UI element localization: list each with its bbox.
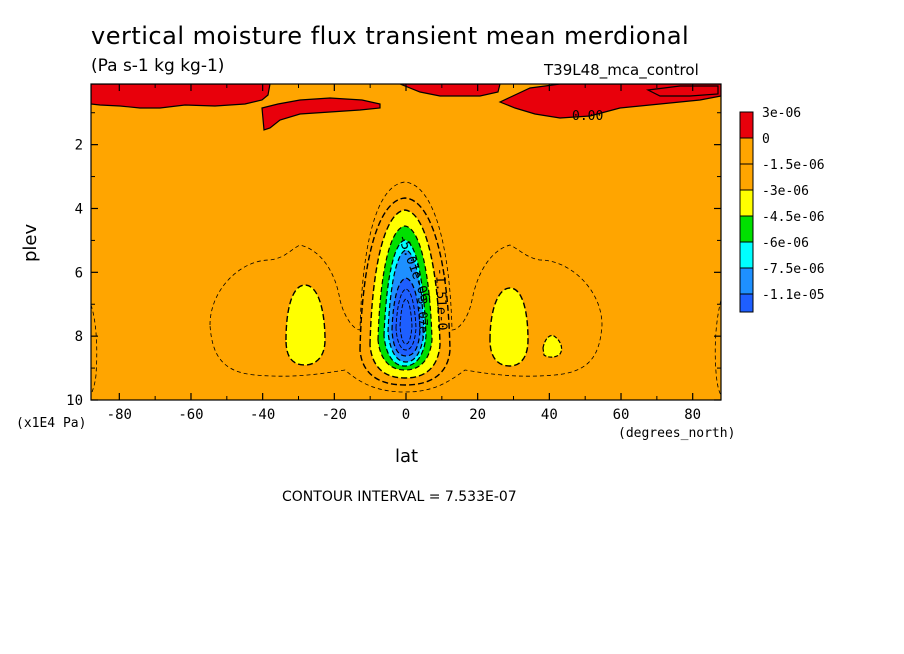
x-axis: -80 -60 -40 -20 0 20 40 60 80 <box>107 84 701 423</box>
deep-blue-core <box>391 277 421 357</box>
x-axis-unit: (degrees_north) <box>618 426 736 441</box>
positive-band-center <box>399 84 501 97</box>
y-tick-label-0: 2 <box>75 138 83 154</box>
contour-interval: CONTOUR INTERVAL = 7.533E-07 <box>282 489 517 505</box>
legend-label-2: -1.5e-06 <box>762 158 825 173</box>
run-label: T39L48_mca_control <box>544 61 699 79</box>
legend-swatch-2 <box>739 163 754 191</box>
y-axis-unit: (x1E4 Pa) <box>16 416 87 431</box>
x-tick-label-5: 20 <box>469 407 486 423</box>
dashed-contour-core <box>359 197 451 386</box>
positive-band-left-2 <box>261 97 381 131</box>
legend-label-6: -7.5e-06 <box>762 262 825 277</box>
y-tick-label-3: 8 <box>75 329 83 345</box>
y-axis: 2 4 6 8 10 <box>66 112 721 409</box>
color-legend: 3e-06 0 -1.5e-06 -3e-06 -4.5e-06 -6e-06 -7.5e-… <box>739 106 825 313</box>
x-tick-label-6: 40 <box>541 407 558 423</box>
positive-band-right-2 <box>645 85 719 97</box>
legend-label-0: 3e-06 <box>762 106 801 121</box>
chart-title: vertical moisture flux transient mean me… <box>91 22 690 50</box>
legend-swatch-0 <box>739 111 754 139</box>
legend-label-1: 0 <box>762 132 770 147</box>
x-tick-label-0: -80 <box>107 407 132 423</box>
yellow-lobe-right <box>489 287 529 367</box>
yellow-blob-small <box>542 334 563 358</box>
x-tick-label-8: 80 <box>684 407 701 423</box>
contour-label-3: -3.07e- <box>415 290 431 341</box>
x-tick-label-3: -20 <box>322 407 347 423</box>
y-tick-label-2: 6 <box>75 265 83 281</box>
positive-band-left <box>91 84 271 109</box>
contour-label-0: 0.00 <box>572 109 603 124</box>
y-tick-label-4: 10 <box>66 393 83 409</box>
x-tick-label-7: 60 <box>613 407 630 423</box>
x-axis-label: lat <box>395 446 419 467</box>
chart-units: (Pa s-1 kg kg-1) <box>91 56 225 76</box>
legend-swatch-1 <box>739 137 754 165</box>
legend-swatch-3 <box>739 189 754 217</box>
legend-label-5: -6e-06 <box>762 236 809 251</box>
legend-swatch-7 <box>739 293 754 313</box>
legend-label-4: -4.5e-06 <box>762 210 825 225</box>
edge-contour-right <box>714 299 721 396</box>
edge-contour-left <box>91 304 98 396</box>
x-tick-label-2: -40 <box>250 407 275 423</box>
contour-label-2: -1.51e-0 <box>432 268 449 331</box>
legend-swatch-5 <box>739 241 754 269</box>
x-tick-label-1: -60 <box>178 407 203 423</box>
legend-swatch-6 <box>739 267 754 295</box>
y-axis-label: plev <box>20 223 41 262</box>
x-tick-label-4: 0 <box>402 407 410 423</box>
legend-swatch-4 <box>739 215 754 243</box>
y-tick-label-1: 4 <box>75 201 83 217</box>
legend-label-3: -3e-06 <box>762 184 809 199</box>
dashed-contour-outer <box>209 181 603 393</box>
inner-contours <box>395 288 417 351</box>
yellow-lobe-left <box>285 284 326 366</box>
legend-label-7: -1.1e-05 <box>762 288 825 303</box>
